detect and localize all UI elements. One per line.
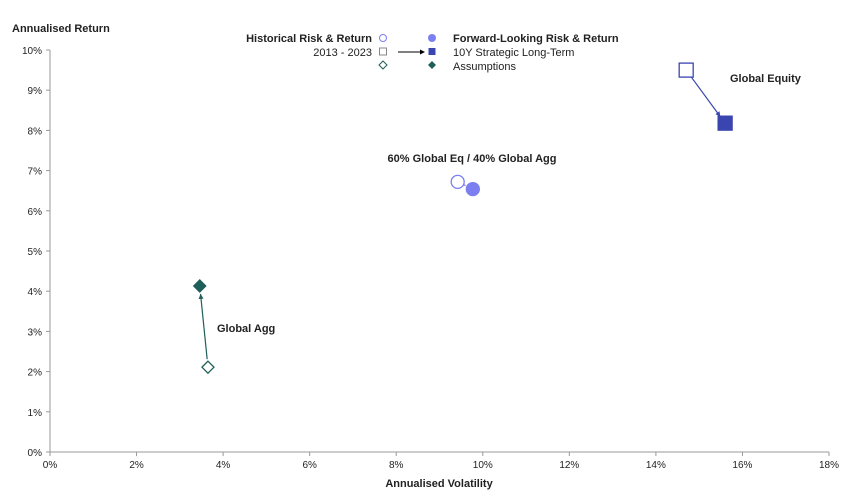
y-tick-label: 8%: [28, 126, 43, 137]
legend-filled-diamond: [428, 61, 436, 69]
legend-assumptions-label: Assumptions: [453, 61, 516, 73]
global-agg-label: Global Agg: [217, 323, 275, 335]
y-axis-label: Annualised Return: [12, 23, 110, 35]
y-tick-label: 1%: [28, 408, 43, 419]
y-tick-label: 5%: [28, 247, 43, 258]
global-equity-arrow: [690, 76, 721, 118]
y-tick-label: 6%: [28, 207, 43, 218]
60-global-eq-40-global-agg-historical-point: [450, 174, 465, 190]
x-tick-label: 16%: [732, 460, 752, 471]
legend-period-label: 2013 - 2023: [313, 47, 372, 59]
global-equity-historical-point: [678, 62, 694, 78]
x-tick-label: 2%: [129, 460, 144, 471]
x-tick-label: 6%: [302, 460, 317, 471]
legend-hollow-square: [379, 47, 387, 56]
60-global-eq-40-global-agg-label: 60% Global Eq / 40% Global Agg: [388, 153, 557, 165]
global-equity-label: Global Equity: [730, 73, 802, 85]
x-tick-label: 18%: [819, 460, 839, 471]
global-agg-arrow-head: [198, 293, 204, 300]
x-tick-label: 4%: [216, 460, 231, 471]
legend-forward-label: Forward-Looking Risk & Return: [453, 33, 619, 45]
x-tick-label: 14%: [646, 460, 666, 471]
legend-filled-circle: [428, 34, 436, 42]
y-tick-label: 7%: [28, 167, 43, 178]
y-tick-label: 2%: [28, 368, 43, 379]
global-equity-forward-point: [717, 115, 733, 131]
x-tick-label: 12%: [559, 460, 579, 471]
legend-arrow-head: [420, 49, 425, 55]
legend-hollow-diamond: [378, 60, 388, 70]
global-agg-historical-point: [201, 360, 215, 375]
legend-hollow-circle: [379, 34, 387, 42]
y-tick-label: 4%: [28, 287, 43, 298]
legend-historical-label: Historical Risk & Return: [246, 33, 372, 45]
x-tick-label: 0%: [43, 460, 58, 471]
y-tick-label: 10%: [22, 46, 42, 57]
y-tick-label: 3%: [28, 327, 43, 338]
y-tick-label: 0%: [28, 448, 43, 459]
x-tick-label: 10%: [473, 460, 493, 471]
global-equity-arrow-head: [715, 111, 721, 117]
legend-strategic-label: 10Y Strategic Long-Term: [453, 47, 574, 59]
legend-filled-square: [428, 48, 436, 55]
y-tick-label: 9%: [28, 86, 43, 97]
global-agg-forward-point: [192, 279, 207, 293]
x-tick-label: 8%: [389, 460, 404, 471]
x-axis-label: Annualised Volatility: [385, 478, 493, 490]
60-global-eq-40-global-agg-forward-point: [465, 181, 480, 197]
global-agg-arrow: [199, 293, 208, 360]
legend: Historical Risk & Return 2013 - 2023 For…: [246, 33, 619, 73]
